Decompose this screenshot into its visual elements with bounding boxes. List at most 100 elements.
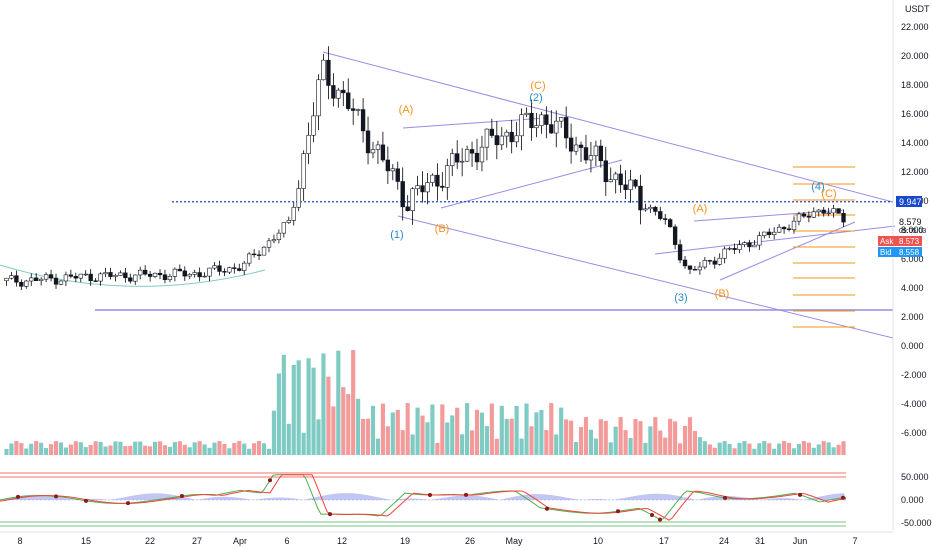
volume-bar bbox=[678, 443, 683, 455]
price-tick-label: 12.000 bbox=[901, 167, 929, 177]
candle-body bbox=[246, 253, 252, 264]
volume-bar bbox=[157, 441, 163, 455]
time-tick-label: 22 bbox=[145, 536, 155, 546]
volume-bar bbox=[212, 442, 217, 455]
candle-body bbox=[420, 185, 425, 193]
candle-body bbox=[103, 272, 108, 275]
volume-bar bbox=[658, 430, 663, 455]
volume-bar bbox=[707, 444, 712, 455]
volume-bar bbox=[653, 417, 658, 455]
wave-label: (A) bbox=[399, 104, 414, 116]
volume-bar bbox=[618, 417, 623, 455]
candle-body bbox=[237, 268, 242, 271]
candle-body bbox=[826, 212, 831, 214]
time-tick-label: 31 bbox=[755, 536, 765, 546]
candle-body bbox=[831, 208, 836, 214]
volume-bar bbox=[613, 426, 618, 455]
candlesticks[interactable] bbox=[4, 46, 846, 291]
candle-body bbox=[355, 109, 361, 111]
volume-bar bbox=[138, 441, 143, 455]
candle-body bbox=[648, 206, 653, 210]
ask-badge bbox=[878, 236, 922, 246]
volume-bar bbox=[276, 373, 281, 455]
candle-body bbox=[217, 265, 222, 272]
oscillator-tick-label: 50.000 bbox=[901, 472, 929, 482]
candle-body bbox=[24, 280, 29, 287]
candle-body bbox=[118, 272, 123, 276]
volume-bar bbox=[237, 441, 242, 455]
candle-body bbox=[142, 269, 148, 275]
volume-bar bbox=[633, 419, 638, 455]
price-axis[interactable]: USDT 22.000 20.000 18.000 16.000 14.000 12.00… bbox=[878, 0, 932, 530]
volume-bar bbox=[361, 418, 366, 455]
volume-bar bbox=[732, 448, 737, 455]
candle-body bbox=[192, 272, 197, 275]
time-axis[interactable]: 8 15 22 27 Apr 6 12 19 26 May 10 17 24 31 Jun 7 bbox=[0, 531, 893, 546]
osc-cross-dot bbox=[126, 501, 130, 506]
candle-body bbox=[816, 209, 821, 213]
osc-cross-dot bbox=[841, 495, 845, 500]
volume-bar bbox=[559, 407, 564, 455]
osc-cross-dot bbox=[328, 512, 332, 517]
trendline bbox=[440, 159, 623, 209]
volume-bar bbox=[148, 446, 153, 455]
candle-body bbox=[34, 277, 39, 282]
wave-label: (3) bbox=[674, 292, 687, 304]
candle-body bbox=[702, 260, 708, 268]
volume-bar bbox=[737, 442, 742, 455]
volume-bar bbox=[88, 444, 93, 455]
candle-body bbox=[598, 145, 604, 162]
candle-body bbox=[752, 244, 757, 248]
trendline bbox=[719, 221, 856, 281]
candle-body bbox=[549, 124, 554, 134]
volume-bar bbox=[687, 417, 693, 455]
candle-body bbox=[73, 276, 78, 279]
volume-bar bbox=[24, 448, 29, 455]
price-tick-label: 20.000 bbox=[901, 51, 929, 61]
price-tick-label: -4.000 bbox=[901, 399, 927, 409]
time-tick-label: 6 bbox=[284, 536, 289, 546]
oscillator-histogram-area bbox=[0, 493, 846, 500]
candle-body bbox=[152, 272, 158, 277]
candle-body bbox=[722, 248, 727, 259]
volume-bar bbox=[752, 448, 757, 455]
volume-bar bbox=[167, 446, 172, 455]
volume-bar bbox=[509, 418, 514, 455]
volume-bar bbox=[762, 441, 767, 455]
candle-body bbox=[603, 160, 608, 183]
candle-body bbox=[474, 152, 480, 163]
candle-body bbox=[806, 215, 812, 218]
candle-body bbox=[346, 92, 351, 109]
volume-bar bbox=[767, 443, 772, 455]
candle-body bbox=[98, 273, 103, 282]
volume-bar bbox=[182, 444, 187, 455]
price-tick-label: 0.000 bbox=[901, 341, 924, 351]
candle-body bbox=[732, 248, 737, 250]
candle-body bbox=[504, 131, 509, 137]
candle-body bbox=[776, 226, 782, 233]
candle-body bbox=[613, 173, 618, 181]
volume-bar bbox=[811, 447, 816, 455]
volume-bar bbox=[420, 415, 425, 455]
volume-bar bbox=[296, 360, 301, 455]
volume-bar bbox=[588, 429, 593, 455]
volume-bar bbox=[603, 420, 608, 455]
time-tick-label: May bbox=[505, 536, 523, 546]
volume-bar bbox=[529, 426, 534, 455]
candle-body bbox=[707, 260, 712, 262]
volume-bar bbox=[192, 442, 197, 455]
time-tick-label: 7 bbox=[852, 536, 857, 546]
candle-body bbox=[762, 231, 767, 236]
last-price-text: 9.947 bbox=[899, 197, 922, 207]
stochastic-oscillator bbox=[0, 472, 847, 527]
last-price-badge bbox=[896, 196, 922, 207]
time-tick-label: 12 bbox=[337, 536, 347, 546]
candle-body bbox=[455, 153, 460, 163]
volume-bar bbox=[534, 412, 539, 455]
volume-bar bbox=[727, 443, 732, 455]
volume-bar bbox=[747, 443, 752, 455]
candle-body bbox=[207, 267, 212, 277]
candle-body bbox=[301, 153, 306, 189]
candle-body bbox=[667, 219, 673, 228]
